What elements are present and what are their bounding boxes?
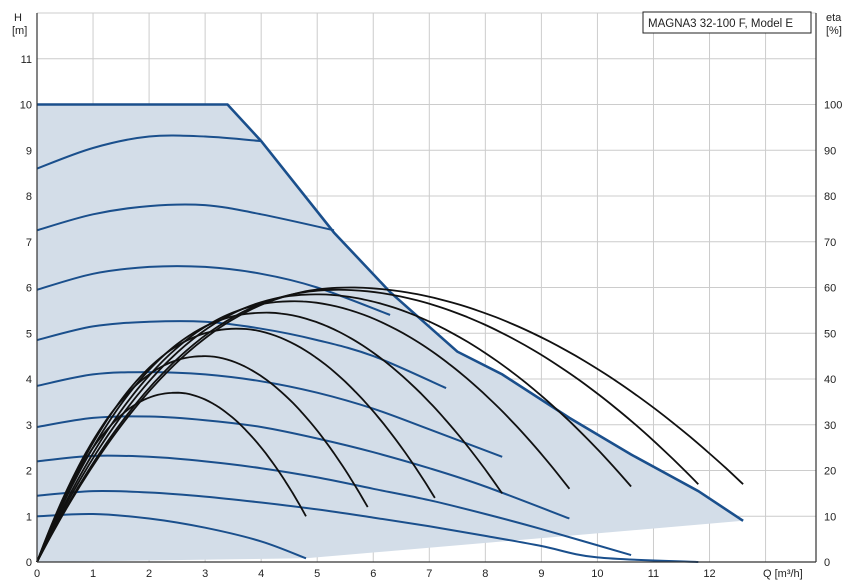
x-tick-label: 12 bbox=[703, 568, 715, 580]
right-tick-label: 0 bbox=[824, 557, 830, 569]
head-curve-7 bbox=[36, 454, 632, 557]
x-tick-label: 6 bbox=[370, 568, 376, 580]
envelope-fill bbox=[37, 104, 744, 562]
left-tick-label: 4 bbox=[26, 374, 32, 386]
x-tick-label: 5 bbox=[314, 568, 320, 580]
efficiency-curve-5 bbox=[36, 300, 571, 563]
x-tick-label: 4 bbox=[258, 568, 264, 580]
head-curve-8 bbox=[36, 489, 699, 563]
x-tick-label: 3 bbox=[202, 568, 208, 580]
chart-title: MAGNA3 32-100 F, Model E bbox=[648, 18, 793, 30]
right-tick-label: 100 bbox=[824, 100, 842, 112]
head-curve-3 bbox=[36, 265, 391, 316]
right-tick-label: 70 bbox=[824, 237, 836, 249]
left-tick-label: 9 bbox=[26, 145, 32, 157]
efficiency-curve-6 bbox=[36, 293, 632, 563]
right-tick-label: 50 bbox=[824, 328, 836, 340]
efficiency-curve-3 bbox=[36, 327, 436, 563]
x-tick-label: 10 bbox=[591, 568, 603, 580]
head-curves bbox=[36, 134, 699, 563]
x-tick-label: 9 bbox=[538, 568, 544, 580]
efficiency-curve-8 bbox=[36, 286, 744, 563]
x-tick-label: 7 bbox=[426, 568, 432, 580]
tick-labels: 0 1 2 3 4 5 6 7 8 9 10 11 12012345678910110102030405… bbox=[20, 54, 843, 580]
x-tick-label: 2 bbox=[146, 568, 152, 580]
left-tick-label: 3 bbox=[26, 420, 32, 432]
left-tick-label: 11 bbox=[21, 54, 32, 66]
efficiency-curve-1 bbox=[36, 391, 307, 563]
head-curve-1 bbox=[36, 134, 262, 170]
left-axis-symbol: H bbox=[14, 12, 22, 24]
x-axis-label: Q [m³/h] bbox=[763, 568, 803, 580]
left-tick-label: 6 bbox=[26, 283, 32, 295]
x-tick-label: 0 bbox=[34, 568, 40, 580]
axes bbox=[36, 13, 817, 563]
efficiency-curve-7 bbox=[36, 288, 699, 563]
efficiency-curve-4 bbox=[36, 311, 503, 563]
left-tick-label: 1 bbox=[26, 511, 32, 523]
left-axis-unit: [m] bbox=[12, 25, 27, 37]
envelope-max-curve bbox=[37, 103, 744, 522]
head-curve-9 bbox=[36, 512, 307, 560]
x-tick-label: 8 bbox=[482, 568, 488, 580]
x-tick-label: 1 bbox=[90, 568, 96, 580]
head-curve-6 bbox=[36, 415, 570, 520]
head-curve-5 bbox=[36, 371, 503, 458]
head-curve-4 bbox=[36, 320, 447, 390]
right-tick-label: 90 bbox=[824, 145, 836, 157]
efficiency-curves bbox=[36, 286, 744, 563]
left-tick-label: 2 bbox=[26, 466, 32, 478]
right-axis-symbol: eta bbox=[826, 12, 842, 24]
title-box: MAGNA3 32-100 F, Model E bbox=[642, 11, 812, 34]
right-axis-unit: [%] bbox=[826, 25, 842, 37]
right-tick-label: 30 bbox=[824, 420, 836, 432]
left-tick-label: 0 bbox=[26, 557, 32, 569]
right-tick-label: 80 bbox=[824, 191, 836, 203]
right-tick-label: 40 bbox=[824, 374, 836, 386]
left-tick-label: 8 bbox=[26, 191, 32, 203]
left-tick-label: 10 bbox=[20, 100, 32, 112]
left-tick-label: 7 bbox=[26, 237, 32, 249]
operating-envelope bbox=[37, 103, 744, 562]
left-tick-label: 5 bbox=[26, 328, 32, 340]
head-curve-2 bbox=[36, 203, 335, 232]
right-tick-label: 60 bbox=[824, 283, 836, 295]
right-tick-label: 10 bbox=[824, 511, 836, 523]
efficiency-curve-2 bbox=[36, 355, 369, 563]
right-tick-label: 20 bbox=[824, 466, 836, 478]
x-tick-label: 11 bbox=[648, 568, 659, 580]
